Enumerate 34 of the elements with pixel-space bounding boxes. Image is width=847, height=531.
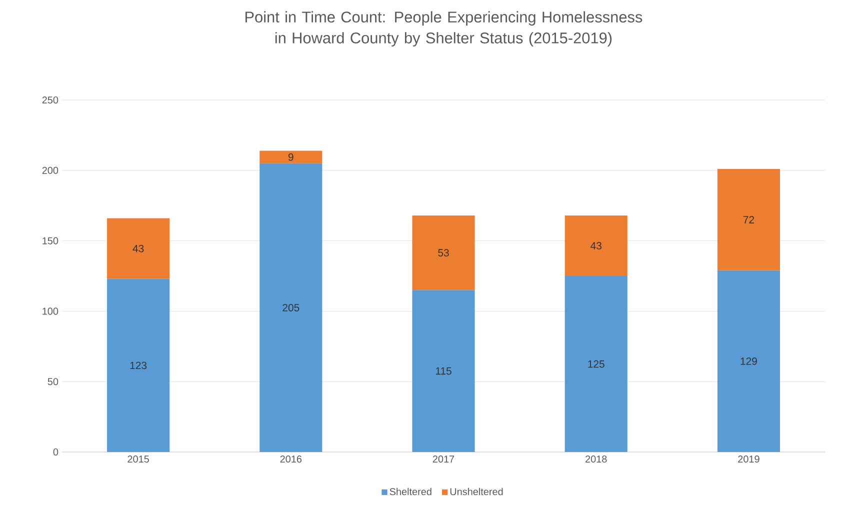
data-label: 9 bbox=[288, 153, 294, 161]
bar bbox=[564, 276, 628, 452]
bar bbox=[260, 163, 322, 452]
legend-label: Unsheltered bbox=[450, 488, 503, 496]
data-label: 125 bbox=[588, 360, 604, 368]
data-label: 53 bbox=[438, 249, 449, 256]
x-tick-label: 2015 bbox=[128, 456, 149, 463]
y-tick-label: 50 bbox=[48, 378, 58, 386]
bar bbox=[412, 215, 475, 290]
data-label: 129 bbox=[740, 357, 757, 365]
chart-title: Point in Time Count: People Experiencing Homelessness in Howard County by Shelter Status (2015-2019) bbox=[245, 11, 642, 46]
bar bbox=[717, 168, 780, 270]
y-tick-label: 100 bbox=[42, 308, 58, 315]
x-tick-label: 2017 bbox=[432, 456, 454, 463]
y-tick-label: 150 bbox=[42, 237, 58, 244]
y-tick-label: 0 bbox=[53, 448, 58, 456]
bar bbox=[107, 278, 170, 452]
legend-label: Sheltered bbox=[390, 488, 432, 496]
bar bbox=[260, 150, 322, 164]
y-tick-label: 250 bbox=[42, 96, 58, 104]
bar bbox=[564, 215, 628, 276]
data-label: 205 bbox=[282, 304, 300, 312]
x-tick-label: 2016 bbox=[280, 456, 302, 463]
data-label: 72 bbox=[743, 216, 754, 224]
x-tick-label: 2018 bbox=[586, 456, 607, 463]
data-label: 43 bbox=[590, 242, 602, 250]
bar bbox=[107, 218, 170, 279]
bar bbox=[717, 270, 780, 452]
data-label: 123 bbox=[130, 362, 147, 370]
x-tick-label: 2019 bbox=[738, 456, 760, 463]
data-label: 43 bbox=[132, 244, 144, 252]
bar bbox=[412, 290, 475, 452]
data-label: 115 bbox=[436, 367, 452, 375]
y-tick-label: 200 bbox=[42, 166, 58, 174]
